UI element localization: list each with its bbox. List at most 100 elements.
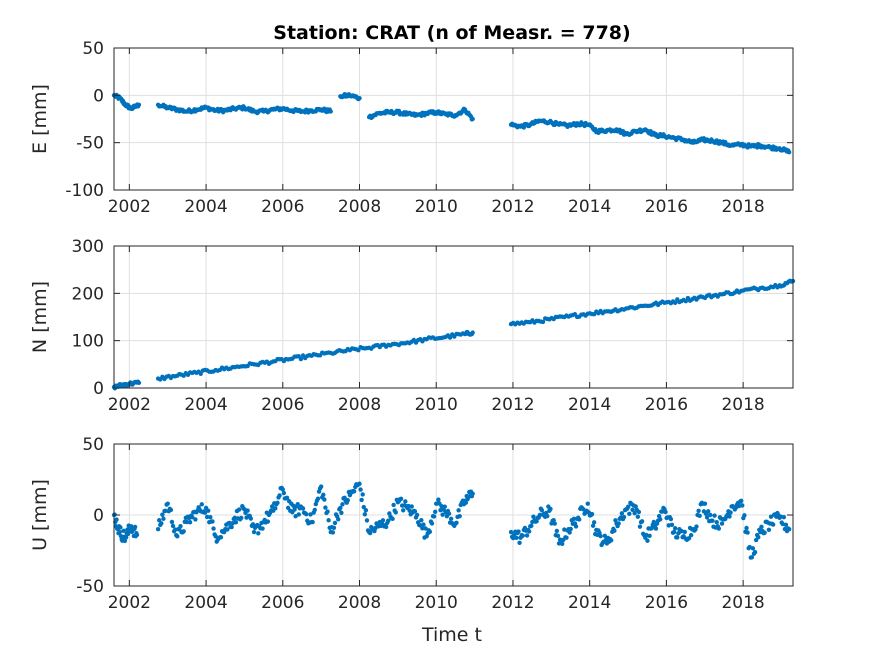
x-tick-label: 2016	[645, 395, 688, 415]
data-point	[136, 380, 142, 385]
data-point	[178, 523, 183, 529]
data-point	[118, 525, 123, 530]
axes-box	[113, 47, 794, 191]
x-tick-label: 2006	[261, 395, 304, 415]
data-point	[295, 501, 300, 507]
data-point	[163, 508, 168, 514]
data-point	[728, 510, 733, 515]
data-point	[298, 356, 304, 362]
data-point	[697, 513, 702, 518]
x-tick-label: 2010	[415, 197, 458, 217]
data-point	[202, 510, 208, 515]
data-point	[510, 535, 516, 541]
data-point	[637, 524, 643, 529]
data-point	[463, 500, 469, 505]
axes-box	[113, 245, 794, 389]
data-point	[420, 526, 425, 531]
data-point	[227, 520, 232, 526]
data-point	[762, 530, 767, 535]
data-point	[393, 510, 398, 515]
data-point	[330, 530, 336, 535]
data-point	[205, 508, 211, 513]
data-point	[705, 509, 711, 514]
data-point	[269, 504, 275, 509]
x-axis-label: Time t	[421, 624, 482, 646]
data-point	[336, 517, 341, 522]
data-point	[338, 505, 343, 511]
data-point	[340, 502, 345, 507]
data-point	[470, 491, 475, 496]
data-point	[559, 541, 565, 547]
data-point	[602, 533, 608, 539]
data-point	[280, 487, 285, 492]
data-point	[564, 535, 569, 540]
x-tick-label: 2014	[568, 593, 611, 613]
x-tick-label: 2018	[721, 395, 764, 415]
data-point	[208, 515, 213, 520]
y-tick-label: 0	[93, 379, 104, 399]
x-tick-label: 2016	[645, 197, 688, 217]
data-point	[383, 524, 389, 530]
data-point	[626, 504, 631, 509]
x-tick-label: 2004	[184, 197, 227, 217]
data-point	[326, 518, 331, 523]
data-point	[568, 526, 573, 532]
data-point	[325, 509, 330, 514]
x-tick-label: 2012	[491, 395, 534, 415]
data-point	[199, 502, 205, 507]
data-point	[281, 490, 287, 496]
data-point	[719, 521, 725, 526]
data-point	[308, 512, 313, 517]
data-point	[470, 116, 475, 122]
data-point	[710, 518, 715, 523]
data-point	[672, 526, 678, 531]
data-point	[537, 512, 543, 518]
x-tick-label: 2008	[338, 593, 381, 613]
data-point	[516, 529, 521, 534]
x-tick-label: 2004	[184, 593, 227, 613]
y-axis-label: U [mm]	[29, 479, 51, 551]
data-point	[639, 519, 645, 524]
y-tick-label: 200	[72, 284, 104, 304]
data-point	[567, 530, 572, 535]
data-point	[169, 519, 175, 525]
x-tick-label: 2012	[491, 197, 534, 217]
x-tick-label: 2004	[184, 395, 227, 415]
data-point	[448, 516, 454, 521]
data-point	[315, 496, 321, 501]
data-point	[265, 519, 271, 524]
data-points-north	[111, 278, 796, 391]
data-point	[683, 298, 689, 304]
data-point	[508, 529, 514, 535]
data-point	[750, 546, 756, 551]
data-point	[635, 514, 641, 519]
data-point	[609, 538, 614, 543]
data-point	[409, 504, 414, 509]
data-point	[636, 509, 642, 515]
data-point	[619, 511, 625, 516]
data-point	[702, 501, 708, 506]
data-point	[589, 511, 595, 517]
data-point	[304, 511, 309, 517]
data-point	[470, 330, 475, 335]
data-point	[621, 514, 627, 520]
data-point	[275, 500, 280, 506]
data-point	[168, 507, 174, 513]
data-point	[514, 535, 519, 541]
data-point	[251, 529, 257, 535]
data-point	[573, 524, 579, 529]
data-point	[447, 335, 453, 340]
panel-up: 2002 2004 2006 2008 2010 2012 2014 2016 2018 -50 0…	[29, 435, 794, 613]
data-point	[293, 514, 298, 519]
data-point	[531, 514, 536, 519]
data-point	[739, 498, 744, 503]
y-axis-label: E [mm]	[29, 84, 51, 154]
data-point	[398, 496, 404, 502]
data-point	[161, 516, 166, 521]
data-point	[360, 492, 365, 497]
y-tick-label: -100	[65, 181, 104, 201]
data-point	[759, 524, 764, 530]
data-point	[322, 497, 327, 502]
data-point	[630, 507, 635, 512]
data-point	[524, 533, 530, 538]
